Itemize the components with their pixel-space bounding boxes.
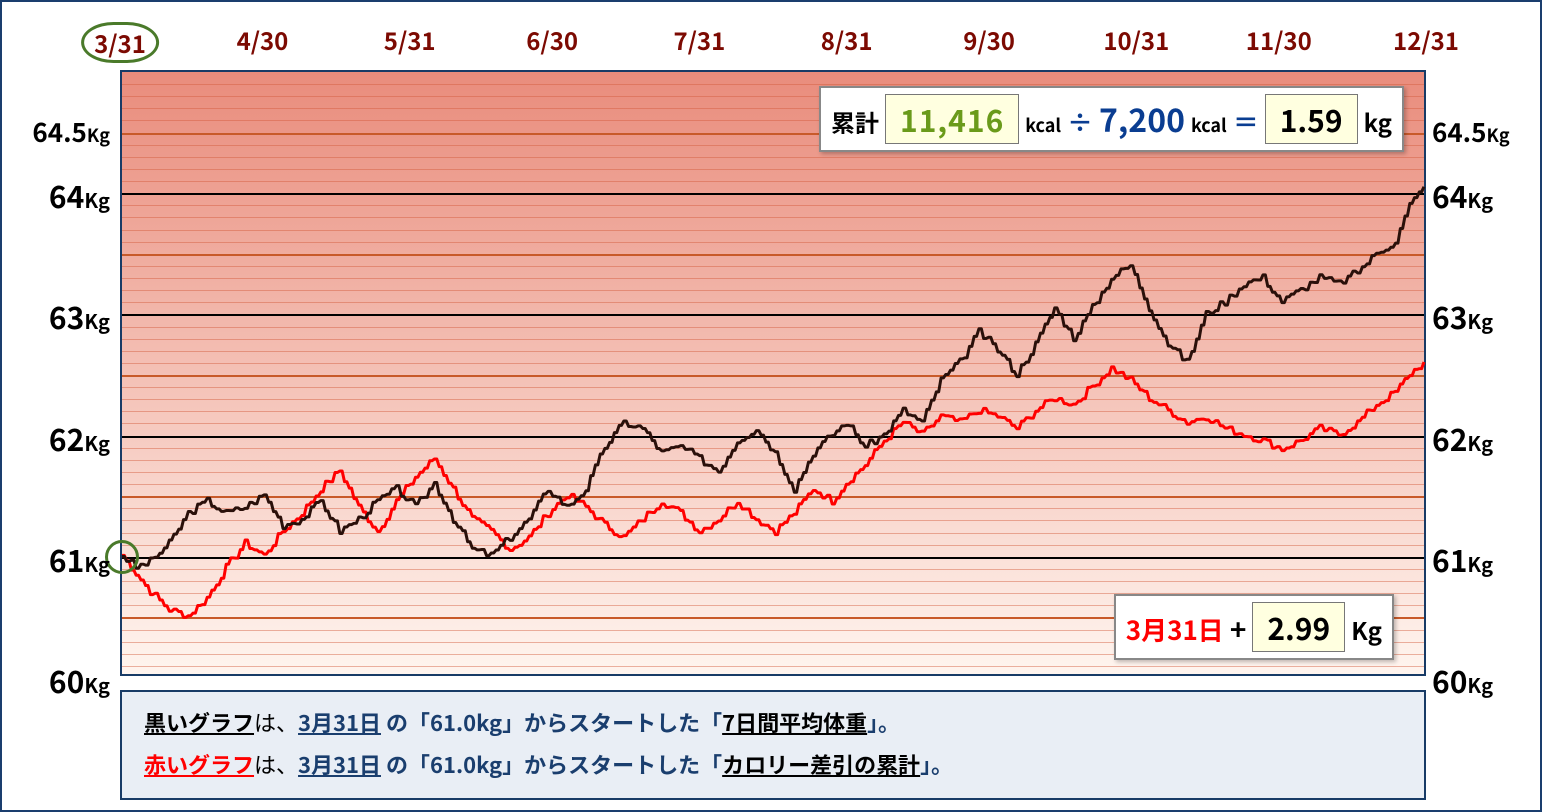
unit-kg-bottom: Kg — [1351, 612, 1382, 647]
legend-term: 赤いグラフ — [144, 748, 254, 780]
op-divide: ÷ — [1067, 103, 1093, 140]
label-total: 累計 — [831, 104, 879, 139]
op-equals: ＝ — [1233, 103, 1259, 140]
y-axis-label: 63Kg — [1432, 294, 1493, 338]
unit-kg-top: kg — [1364, 104, 1392, 139]
legend-box: 黒いグラフは、3月31日 の「61.0kg」からスタートした「7日間平均体重」。… — [120, 690, 1426, 800]
chart-frame: 3/31 4/30 5/31 6/30 7/31 8/31 9/30 10/31 11/30 12… — [0, 0, 1542, 812]
legend-row: 赤いグラフは、3月31日 の「61.0kg」からスタートした「カロリー差引の累計… — [144, 744, 1402, 786]
legend-start: 61.0kg — [430, 748, 502, 780]
x-axis-label: 12/31 — [1393, 22, 1459, 57]
x-axis: 3/314/305/316/307/318/319/3010/3111/3012… — [2, 10, 1540, 54]
legend-desc: カロリー差引の累計 — [722, 748, 920, 780]
y-axis-label: 64Kg — [1432, 173, 1493, 217]
legend-date: 3月31日 — [298, 748, 381, 780]
y-axis-label: 64.5Kg — [1432, 113, 1510, 150]
legend-row: 黒いグラフは、3月31日 の「61.0kg」からスタートした「7日間平均体重」。 — [144, 702, 1402, 744]
value-total-kcal: 11,416 — [885, 94, 1019, 144]
x-axis-label: 3/31 — [81, 22, 159, 63]
x-axis-label: 4/30 — [237, 22, 289, 57]
series-black-line — [122, 187, 1424, 569]
plot-area: 累計 11,416 kcal ÷ 7,200 kcal ＝ 1.59 kg 3月… — [120, 70, 1426, 676]
value-divisor: 7,200 — [1099, 96, 1185, 142]
y-axis-label: 60Kg — [49, 658, 110, 702]
summary-box-bottom: 3月31日 + 2.99 Kg — [1114, 594, 1394, 660]
legend-date: 3月31日 — [298, 706, 381, 738]
y-axis-label: 64.5Kg — [32, 113, 110, 150]
y-axis-label: 61Kg — [49, 537, 110, 581]
x-axis-label: 9/30 — [963, 22, 1015, 57]
x-axis-label: 5/31 — [384, 22, 436, 57]
summary-box-top: 累計 11,416 kcal ÷ 7,200 kcal ＝ 1.59 kg — [819, 86, 1404, 152]
x-axis-label: 7/31 — [673, 22, 725, 57]
x-axis-label: 8/31 — [821, 22, 873, 57]
y-axis-label: 63Kg — [49, 294, 110, 338]
line-layer — [122, 72, 1424, 676]
x-axis-label: 11/30 — [1246, 22, 1312, 57]
y-axis-label: 62Kg — [49, 416, 110, 460]
value-gain-kg: 2.99 — [1252, 602, 1345, 652]
y-axis-label: 62Kg — [1432, 416, 1493, 460]
y-axis-label: 64Kg — [49, 173, 110, 217]
series-red-line — [122, 362, 1424, 617]
y-axis-label: 61Kg — [1432, 537, 1493, 581]
op-plus: + — [1230, 609, 1247, 649]
legend-desc: 7日間平均体重 — [722, 706, 867, 738]
legend-start: 61.0kg — [430, 706, 502, 738]
legend-term: 黒いグラフ — [144, 706, 254, 738]
start-marker-circle — [105, 540, 139, 574]
y-axis-label: 60Kg — [1432, 658, 1493, 702]
x-axis-label: 10/31 — [1103, 22, 1169, 57]
x-axis-label: 6/30 — [526, 22, 578, 57]
value-result-kg: 1.59 — [1265, 94, 1358, 144]
unit-kcal-1: kcal — [1025, 112, 1061, 138]
unit-kcal-2: kcal — [1191, 112, 1227, 138]
label-start-date: 3月31日 — [1126, 611, 1224, 648]
